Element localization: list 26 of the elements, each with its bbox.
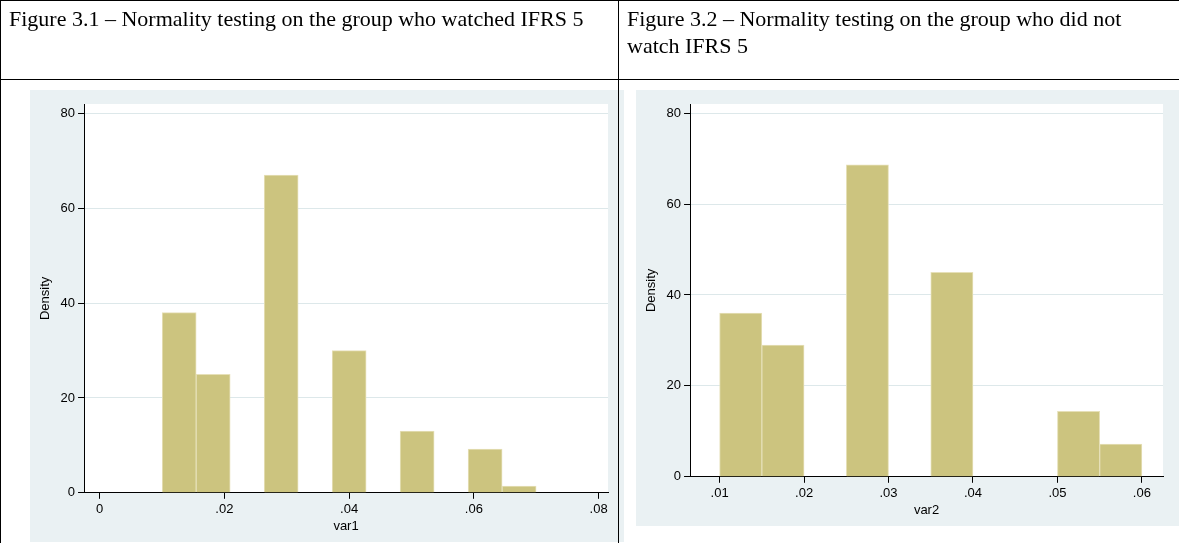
y-tick-label: 80 [666, 104, 682, 120]
y-tick-label: 0 [673, 468, 682, 484]
y-axis-title: Density [643, 268, 659, 313]
y-tick-label: 20 [666, 377, 682, 393]
x-tick-label: .02 [215, 501, 234, 517]
x-axis-title: var2 [913, 501, 940, 517]
y-tick-label: 40 [666, 286, 682, 302]
x-axis-title: var1 [333, 517, 359, 533]
y-tick-label: 60 [60, 199, 76, 215]
x-tick-label: .06 [1132, 485, 1151, 501]
x-tick-label: .08 [589, 501, 608, 517]
y-tick-label: 80 [60, 105, 76, 121]
y-axis-title: Density [37, 276, 53, 321]
x-tick-label: .03 [879, 485, 898, 501]
x-tick-label: .01 [710, 485, 729, 501]
x-tick-label: .04 [963, 485, 983, 501]
x-tick-label: .04 [340, 501, 359, 517]
y-tick-label: 20 [60, 389, 76, 405]
x-tick-label: .05 [1048, 485, 1067, 501]
x-tick-label: .02 [795, 485, 814, 501]
y-tick-label: 40 [60, 294, 76, 310]
x-tick-label: .06 [464, 501, 483, 517]
chart-title: Figure 3.1 – Normality testing on the group who watched IFRS 5 [1, 0, 618, 80]
x-tick-label: 0 [96, 501, 104, 517]
chart-title: Figure 3.2 – Normality testing on the group who did not watch IFRS 5 [619, 0, 1179, 80]
y-tick-label: 60 [666, 195, 682, 211]
